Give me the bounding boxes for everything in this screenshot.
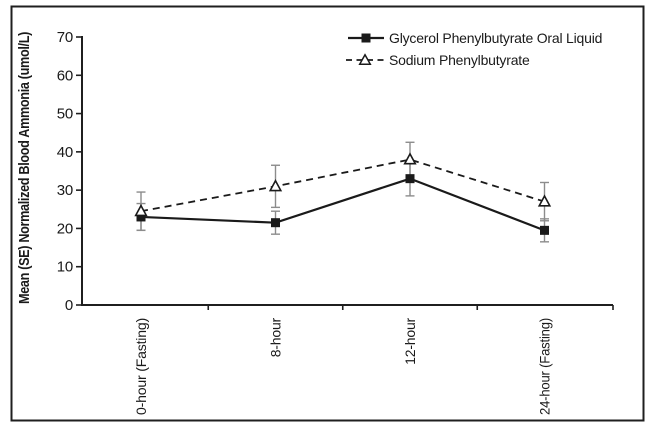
y-axis-ticks (76, 36, 82, 306)
legend-filled-square-icon (361, 33, 371, 43)
data-point-triangle (134, 203, 148, 217)
legend: Glycerol Phenylbutyrate Oral Liquid Sodi… (346, 30, 602, 68)
y-tick-label: 40 (57, 144, 73, 161)
data-point-triangle (537, 194, 552, 207)
x-category-label: 8-hour (268, 317, 284, 357)
axes-layer (76, 36, 614, 310)
legend-item-glycerol: Glycerol Phenylbutyrate Oral Liquid (348, 30, 602, 46)
legend-label-glycerol: Glycerol Phenylbutyrate Oral Liquid (389, 30, 602, 46)
legend-item-sodium: Sodium Phenylbutyrate (346, 52, 530, 68)
data-point-square (540, 225, 549, 235)
legend-label-sodium: Sodium Phenylbutyrate (389, 52, 530, 68)
y-tick-label: 70 (57, 29, 73, 46)
x-category-labels: 0-hour (Fasting) 8-hour 12-hour 24-hour (Fa… (133, 317, 553, 415)
x-category-label: 12-hour (402, 317, 418, 364)
x-axis-ticks (207, 305, 614, 310)
data-point-square (271, 218, 280, 228)
figure-border (10, 5, 645, 422)
y-tick-label: 10 (57, 259, 73, 276)
data-point-square (405, 174, 415, 184)
data-point-triangle (403, 152, 417, 165)
series-line (140, 177, 545, 232)
data-point-triangle (268, 179, 283, 192)
x-category-label: 0-hour (Fasting) (133, 318, 149, 415)
series-layer (134, 152, 552, 235)
x-category-label: 24-hour (Fasting) (537, 318, 553, 415)
y-tick-label: 20 (57, 220, 73, 237)
y-axis-title: Mean (SE) Normalized Blood Ammonia (umol… (16, 32, 33, 304)
legend-open-triangle-icon (358, 53, 372, 66)
y-tick-label: 50 (57, 106, 73, 123)
y-tick-label: 60 (57, 67, 73, 84)
y-tick-labels: 0 10 20 30 40 50 60 70 (57, 29, 73, 314)
y-tick-label: 30 (57, 182, 73, 199)
series-line (140, 158, 545, 213)
data-point-square (136, 212, 146, 222)
y-tick-label: 0 (65, 297, 73, 314)
